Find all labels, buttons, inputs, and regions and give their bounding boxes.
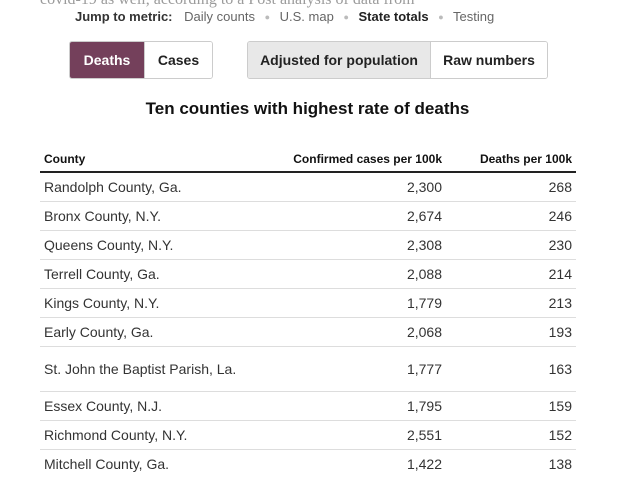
cases-cell: 2,551 bbox=[248, 420, 446, 450]
county-cell: St. John the Baptist Parish, La. bbox=[40, 346, 248, 392]
cases-cell: 2,674 bbox=[248, 201, 446, 231]
county-cell: Richmond County, N.Y. bbox=[40, 420, 248, 450]
deaths-cell: 214 bbox=[446, 259, 576, 289]
separator-dot-icon: ● bbox=[264, 12, 271, 22]
deaths-cell: 193 bbox=[446, 317, 576, 347]
deaths-cell: 213 bbox=[446, 288, 576, 318]
cases-cell: 1,422 bbox=[406, 456, 442, 472]
county-cell: Mitchell County, Ga. bbox=[44, 456, 170, 472]
cases-cell: 2,308 bbox=[248, 230, 446, 260]
table-row: St. John the Baptist Parish, La. 1,777 1… bbox=[40, 346, 576, 392]
cases-cell: 1,779 bbox=[248, 288, 446, 318]
separator-dot-icon: ● bbox=[438, 12, 444, 22]
deaths-cell: 152 bbox=[446, 420, 576, 450]
jump-link-daily-counts[interactable]: Daily counts bbox=[184, 9, 255, 24]
jump-link-us-map[interactable]: U.S. map bbox=[279, 9, 334, 24]
raw-numbers-button[interactable]: Raw numbers bbox=[430, 42, 547, 78]
jump-to-metric-label: Jump to metric: bbox=[75, 9, 173, 24]
cases-toggle-button[interactable]: Cases bbox=[144, 42, 212, 78]
cases-cell: 1,795 bbox=[248, 391, 446, 421]
table-row: Randolph County, Ga. 2,300 268 bbox=[40, 172, 576, 202]
county-cell: Essex County, N.J. bbox=[40, 391, 248, 421]
cases-cell: 2,300 bbox=[248, 172, 446, 202]
jump-link-state-totals[interactable]: State totals bbox=[358, 9, 429, 24]
deaths-cell: 230 bbox=[446, 230, 576, 260]
table-row: Mitchell County, Ga. 1,422 138 bbox=[40, 450, 576, 478]
scale-toggle: Adjusted for population Raw numbers bbox=[247, 41, 548, 79]
county-cell: Kings County, N.Y. bbox=[40, 288, 248, 318]
jump-link-testing[interactable]: Testing bbox=[453, 9, 495, 24]
separator-dot-icon: ● bbox=[343, 12, 349, 22]
deaths-cell: 163 bbox=[446, 346, 576, 392]
cases-cell: 1,777 bbox=[248, 346, 446, 392]
cases-column-header: Confirmed cases per 100k bbox=[248, 150, 446, 173]
county-cell: Terrell County, Ga. bbox=[40, 259, 248, 289]
deaths-column-header: Deaths per 100k bbox=[446, 150, 576, 173]
table-row: Early County, Ga. 2,068 193 bbox=[40, 317, 576, 347]
county-cell: Bronx County, N.Y. bbox=[40, 201, 248, 231]
table-row: Richmond County, N.Y. 2,551 152 bbox=[40, 420, 576, 450]
deaths-toggle-button[interactable]: Deaths bbox=[70, 42, 144, 78]
table-row: Essex County, N.J. 1,795 159 bbox=[40, 391, 576, 421]
county-cell: Queens County, N.Y. bbox=[40, 230, 248, 260]
table-row: Kings County, N.Y. 1,779 213 bbox=[40, 288, 576, 318]
table-row: Bronx County, N.Y. 2,674 246 bbox=[40, 201, 576, 231]
deaths-cell: 246 bbox=[446, 201, 576, 231]
cases-cell: 2,088 bbox=[248, 259, 446, 289]
county-cell: Early County, Ga. bbox=[40, 317, 248, 347]
table-title: Ten counties with highest rate of deaths bbox=[145, 99, 470, 118]
table-row: Terrell County, Ga. 2,088 214 bbox=[40, 259, 576, 289]
table-row: Queens County, N.Y. 2,308 230 bbox=[40, 230, 576, 260]
deaths-cell: 138 bbox=[548, 456, 572, 472]
deaths-cell: 159 bbox=[446, 391, 576, 421]
cases-cell: 2,068 bbox=[248, 317, 446, 347]
county-column-header: County bbox=[40, 150, 248, 173]
metric-toggle: Deaths Cases bbox=[69, 41, 213, 79]
article-text-cut: covid-19 as well, according to a Post an… bbox=[40, 0, 415, 9]
counties-table: County Confirmed cases per 100k Deaths p… bbox=[40, 150, 576, 478]
county-cell: Randolph County, Ga. bbox=[40, 172, 248, 202]
jump-to-metric-nav: Jump to metric: Daily counts ● U.S. map … bbox=[75, 9, 494, 24]
adjusted-for-population-button[interactable]: Adjusted for population bbox=[248, 42, 430, 78]
table-header-row: County Confirmed cases per 100k Deaths p… bbox=[40, 150, 576, 173]
deaths-cell: 268 bbox=[446, 172, 576, 202]
